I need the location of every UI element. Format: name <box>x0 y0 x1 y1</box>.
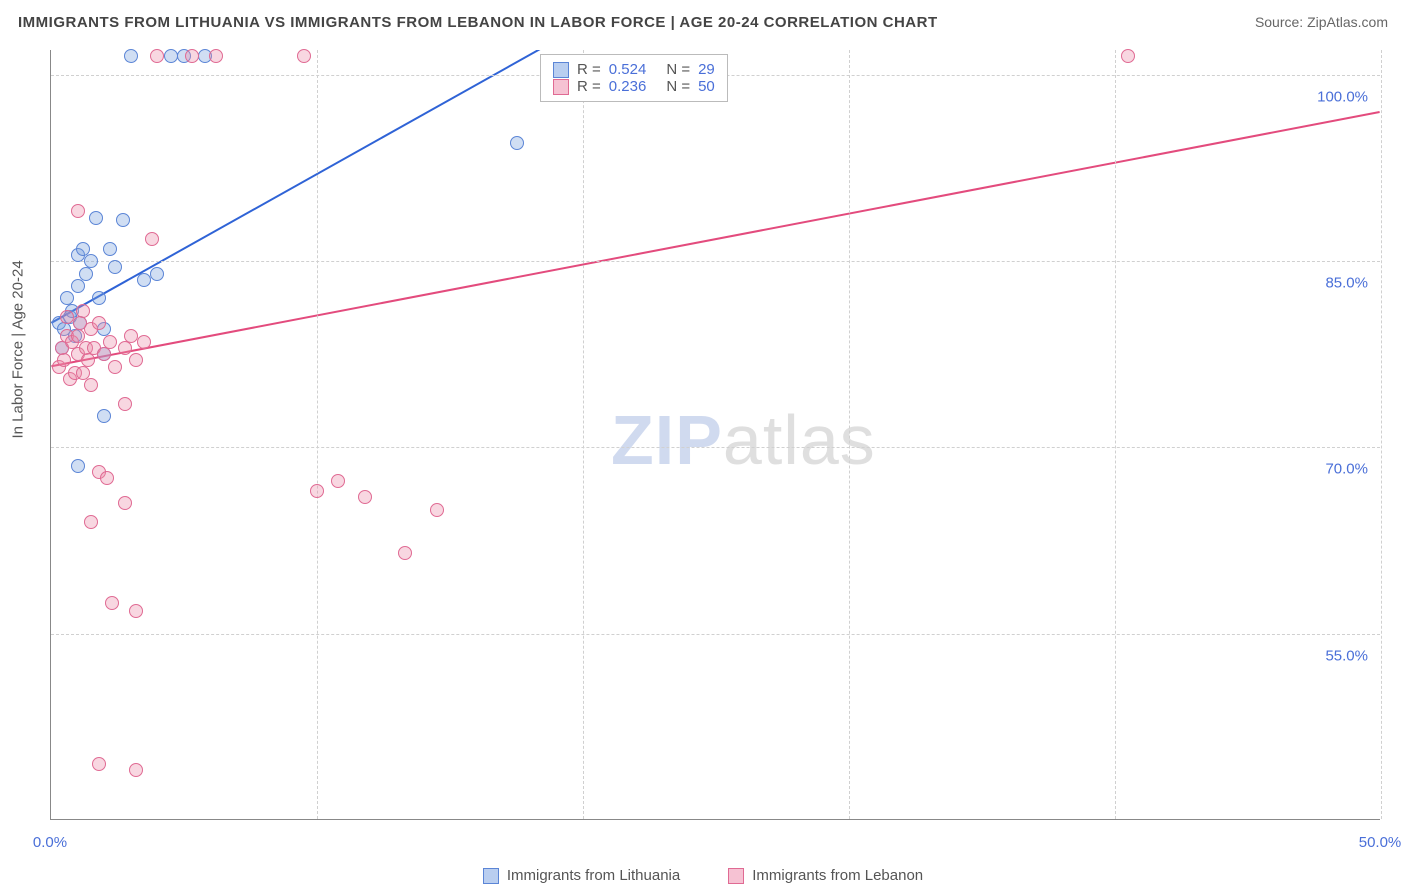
watermark: ZIPatlas <box>611 400 876 480</box>
gridline-v <box>1115 50 1116 819</box>
n-label: N = <box>666 78 690 95</box>
r-value: 0.524 <box>609 61 647 78</box>
gridline-h <box>51 447 1380 448</box>
r-label: R = <box>577 78 601 95</box>
gridline-v <box>1381 50 1382 819</box>
data-point-lebanon <box>84 515 98 529</box>
data-point-lebanon <box>137 335 151 349</box>
legend-row-lithuania: R = 0.524 N = 29 <box>553 61 715 78</box>
data-point-lebanon <box>331 474 345 488</box>
data-point-lebanon <box>118 341 132 355</box>
gridline-h <box>51 261 1380 262</box>
data-point-lebanon <box>57 353 71 367</box>
data-point-lebanon <box>145 232 159 246</box>
data-point-lebanon <box>310 484 324 498</box>
data-point-lebanon <box>118 397 132 411</box>
data-point-lebanon <box>185 49 199 63</box>
data-point-lithuania <box>92 291 106 305</box>
data-point-lebanon <box>129 353 143 367</box>
data-point-lebanon <box>129 604 143 618</box>
n-value: 29 <box>698 61 715 78</box>
data-point-lebanon <box>97 347 111 361</box>
legend-swatch <box>553 62 569 78</box>
legend-row-lebanon: R = 0.236 N = 50 <box>553 78 715 95</box>
data-point-lebanon <box>92 757 106 771</box>
chart-plot-area: ZIPatlas 55.0% 70.0% 85.0% 100.0% <box>50 50 1380 820</box>
data-point-lithuania <box>150 267 164 281</box>
series-legend: Immigrants from Lithuania Immigrants from… <box>0 867 1406 884</box>
y-axis-label: In Labor Force | Age 20-24 <box>10 260 27 438</box>
data-point-lithuania <box>510 136 524 150</box>
data-point-lebanon <box>71 204 85 218</box>
data-point-lebanon <box>398 546 412 560</box>
data-point-lebanon <box>108 360 122 374</box>
data-point-lebanon <box>103 335 117 349</box>
data-point-lebanon <box>118 496 132 510</box>
data-point-lebanon <box>100 471 114 485</box>
data-point-lebanon <box>358 490 372 504</box>
data-point-lebanon <box>81 353 95 367</box>
data-point-lithuania <box>71 459 85 473</box>
x-tick-label: 50.0% <box>1359 834 1402 851</box>
legend-item-lebanon: Immigrants from Lebanon <box>728 867 923 884</box>
gridline-h <box>51 634 1380 635</box>
data-point-lithuania <box>97 409 111 423</box>
data-point-lebanon <box>76 304 90 318</box>
legend-swatch <box>728 868 744 884</box>
legend-label: Immigrants from Lebanon <box>752 867 923 884</box>
y-tick-label: 100.0% <box>1317 88 1368 105</box>
x-tick-label: 0.0% <box>33 834 67 851</box>
data-point-lithuania <box>79 267 93 281</box>
data-point-lebanon <box>84 378 98 392</box>
data-point-lithuania <box>108 260 122 274</box>
data-point-lebanon <box>60 310 74 324</box>
data-point-lithuania <box>89 211 103 225</box>
n-label: N = <box>666 61 690 78</box>
y-tick-label: 85.0% <box>1325 275 1368 292</box>
watermark-zip: ZIP <box>611 401 723 479</box>
data-point-lithuania <box>103 242 117 256</box>
source-attribution: Source: ZipAtlas.com <box>1255 14 1388 30</box>
y-tick-label: 55.0% <box>1325 647 1368 664</box>
data-point-lithuania <box>71 279 85 293</box>
data-point-lebanon <box>209 49 223 63</box>
data-point-lebanon <box>105 596 119 610</box>
data-point-lebanon <box>92 316 106 330</box>
legend-swatch <box>553 79 569 95</box>
data-point-lebanon <box>124 329 138 343</box>
data-point-lebanon <box>129 763 143 777</box>
n-value: 50 <box>698 78 715 95</box>
data-point-lithuania <box>124 49 138 63</box>
data-point-lithuania <box>84 254 98 268</box>
chart-title: IMMIGRANTS FROM LITHUANIA VS IMMIGRANTS … <box>18 14 938 31</box>
r-label: R = <box>577 61 601 78</box>
data-point-lithuania <box>164 49 178 63</box>
data-point-lithuania <box>116 213 130 227</box>
legend-swatch <box>483 868 499 884</box>
gridline-v <box>849 50 850 819</box>
correlation-legend: R = 0.524 N = 29 R = 0.236 N = 50 <box>540 54 728 102</box>
data-point-lebanon <box>297 49 311 63</box>
data-point-lebanon <box>430 503 444 517</box>
title-bar: IMMIGRANTS FROM LITHUANIA VS IMMIGRANTS … <box>0 0 1406 44</box>
trend-lines-layer <box>51 50 1380 819</box>
legend-label: Immigrants from Lithuania <box>507 867 680 884</box>
gridline-v <box>317 50 318 819</box>
data-point-lithuania <box>137 273 151 287</box>
gridline-v <box>583 50 584 819</box>
trendline-lebanon <box>51 112 1379 366</box>
data-point-lebanon <box>150 49 164 63</box>
r-value: 0.236 <box>609 78 647 95</box>
y-tick-label: 70.0% <box>1325 461 1368 478</box>
data-point-lebanon <box>1121 49 1135 63</box>
watermark-atlas: atlas <box>723 401 876 479</box>
legend-item-lithuania: Immigrants from Lithuania <box>483 867 680 884</box>
